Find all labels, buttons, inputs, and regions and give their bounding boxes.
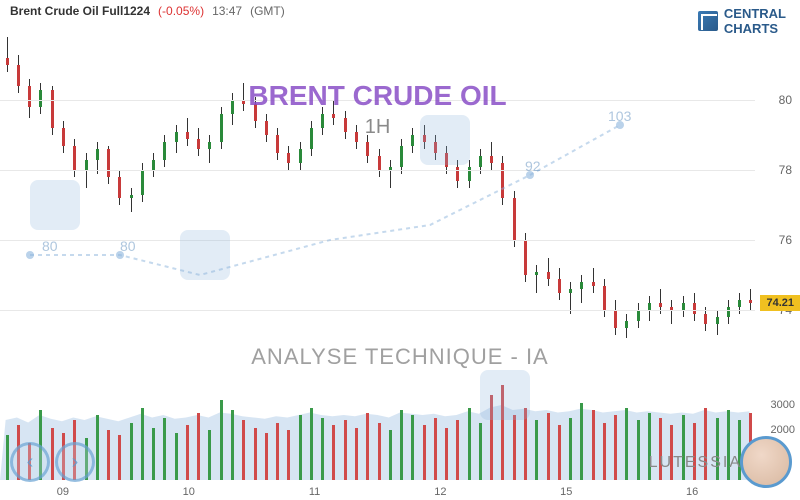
volume-bar [96, 415, 99, 480]
price-change: (-0.05%) [158, 4, 204, 18]
volume-bar [637, 420, 640, 480]
volume-bar [366, 413, 369, 481]
y-axis: 74767880 [755, 30, 800, 380]
volume-bar [456, 420, 459, 480]
current-price-tag: 74.21 [760, 295, 800, 311]
wm-label: 80 [120, 238, 136, 254]
volume-bar [287, 430, 290, 480]
wm-label: 103 [608, 108, 631, 124]
y-tick-label: 76 [779, 233, 792, 247]
gridline [0, 310, 755, 311]
volume-bar [558, 425, 561, 480]
avatar-icon[interactable] [740, 436, 792, 488]
y-tick-label: 80 [779, 93, 792, 107]
watermark-chart-icon [30, 180, 80, 230]
volume-bar [242, 420, 245, 480]
volume-bar [321, 418, 324, 481]
volume-bar [389, 430, 392, 480]
volume-bar [197, 413, 200, 481]
volume-bar [625, 408, 628, 481]
symbol-name: Brent Crude Oil Full1224 [10, 4, 150, 18]
volume-bar [6, 435, 9, 480]
volume-bar [423, 425, 426, 480]
x-tick-label: 10 [183, 486, 195, 498]
volume-bar [603, 423, 606, 481]
provider-brand: LUTESSIA [649, 454, 742, 472]
x-tick-label: 09 [57, 486, 69, 498]
x-tick-label: 15 [560, 486, 572, 498]
volume-bar [547, 413, 550, 481]
volume-bar [310, 408, 313, 481]
volume-bar [580, 403, 583, 481]
gridline [0, 240, 755, 241]
volume-bar [332, 425, 335, 480]
chart-header: Brent Crude Oil Full1224 (-0.05%) 13:47 … [0, 0, 800, 22]
volume-bar [569, 418, 572, 481]
volume-bar [378, 423, 381, 481]
chart-title: BRENT CRUDE OIL 1H [248, 80, 506, 139]
x-tick-label: 12 [434, 486, 446, 498]
x-axis: 09 10 11 12 15 16 [0, 480, 755, 500]
title-timeframe: 1H [248, 116, 506, 139]
volume-bar [118, 435, 121, 480]
wm-label: 80 [42, 238, 58, 254]
logo-icon [698, 11, 718, 31]
volume-bar [445, 428, 448, 481]
nav-next-button[interactable]: › [55, 442, 95, 482]
volume-bar [231, 410, 234, 480]
volume-bar [614, 415, 617, 480]
volume-bar [186, 425, 189, 480]
volume-bar [276, 423, 279, 481]
timestamp: 13:47 [212, 4, 242, 18]
volume-bar [400, 410, 403, 480]
volume-bar [107, 430, 110, 480]
volume-bar [175, 433, 178, 481]
watermark-doc-icon [480, 370, 530, 420]
volume-bar [299, 415, 302, 480]
volume-bar [513, 415, 516, 480]
x-tick-label: 16 [686, 486, 698, 498]
volume-bar [411, 415, 414, 480]
volume-bar [254, 428, 257, 481]
timezone: (GMT) [250, 4, 285, 18]
x-tick-label: 11 [309, 486, 320, 498]
gridline [0, 170, 755, 171]
price-chart[interactable]: BRENT CRUDE OIL 1H [0, 30, 755, 380]
watermark-arrow-icon [180, 230, 230, 280]
volume-bar [344, 420, 347, 480]
volume-bar [479, 423, 482, 481]
volume-bar [152, 428, 155, 481]
volume-bar [51, 428, 54, 481]
volume-bar [592, 410, 595, 480]
volume-bar [141, 408, 144, 481]
volume-bar [208, 430, 211, 480]
volume-bar [130, 423, 133, 481]
logo-text-1: CENTRAL [724, 6, 786, 21]
volume-bar [163, 418, 166, 481]
y-tick-label: 78 [779, 163, 792, 177]
title-main: BRENT CRUDE OIL [248, 80, 506, 112]
volume-bar [265, 433, 268, 481]
nav-prev-button[interactable]: ‹ [10, 442, 50, 482]
volume-bar [468, 408, 471, 481]
wm-label: 92 [525, 158, 541, 174]
volume-bar [355, 428, 358, 481]
volume-y-label: 3000 [771, 399, 795, 411]
volume-bar [220, 400, 223, 480]
analysis-subtitle: ANALYSE TECHNIQUE - IA [251, 344, 548, 370]
volume-y-label: 2000 [771, 424, 795, 436]
volume-bar [535, 420, 538, 480]
volume-panel[interactable]: 20003000 [0, 380, 755, 480]
volume-bar [434, 418, 437, 481]
